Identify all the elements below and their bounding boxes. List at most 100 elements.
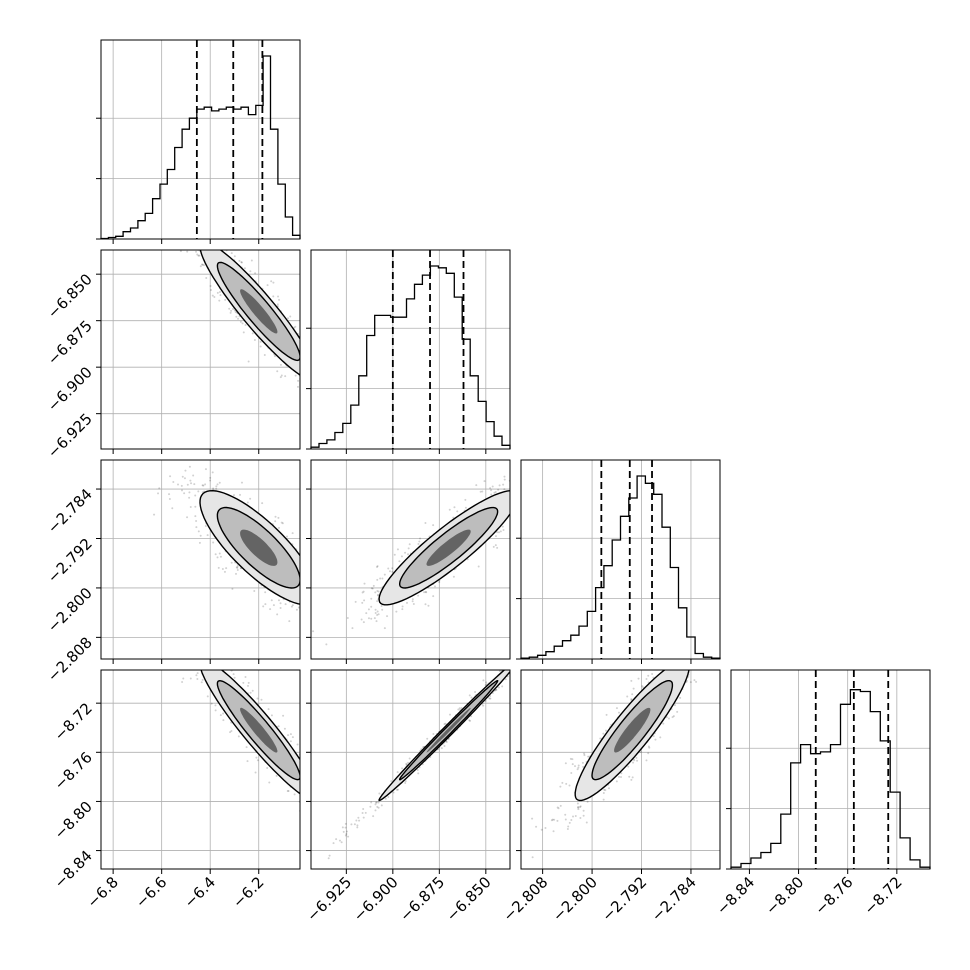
scatter-point: [324, 569, 326, 571]
y-tick-label: −8.72: [51, 699, 96, 744]
scatter-point: [275, 774, 278, 777]
scatter-point: [469, 719, 472, 722]
scatter-point: [164, 199, 166, 201]
scatter-point: [270, 599, 273, 602]
scatter-point: [658, 667, 660, 669]
scatter-point: [172, 648, 174, 650]
scatter-point: [308, 583, 310, 585]
scatter-point: [302, 369, 304, 371]
scatter-point: [262, 605, 265, 608]
scatter-point: [277, 599, 280, 602]
scatter-point: [694, 662, 696, 664]
scatter-point: [192, 474, 195, 477]
scatter-point: [635, 756, 638, 759]
scatter-point: [525, 651, 527, 653]
scatter-point: [181, 475, 184, 478]
scatter-point: [194, 515, 197, 518]
scatter-point: [407, 761, 410, 764]
scatter-point: [259, 345, 262, 348]
scatter-point: [276, 370, 279, 373]
scatter-point: [179, 250, 182, 253]
scatter-point: [230, 721, 233, 724]
scatter-point: [308, 609, 310, 611]
scatter-point: [318, 792, 320, 794]
scatter-point: [374, 803, 377, 806]
histogram-1: [310, 265, 511, 449]
scatter-point: [277, 725, 280, 728]
scatter-point: [333, 791, 335, 793]
scatter-point: [296, 385, 299, 388]
scatter-point: [312, 597, 314, 599]
scatter-point: [607, 787, 610, 790]
scatter-point: [530, 484, 532, 486]
scatter-point: [204, 524, 207, 527]
scatter-point: [515, 501, 517, 503]
scatter-point: [374, 809, 377, 812]
scatter-point: [312, 369, 314, 371]
scatter-point: [196, 678, 199, 681]
y-tick-label: −2.784: [44, 485, 96, 537]
scatter-point: [342, 830, 345, 833]
scatter-point: [494, 490, 497, 493]
scatter-point: [376, 600, 379, 603]
scatter-point: [305, 784, 307, 786]
scatter-point: [396, 771, 399, 774]
scatter-point: [329, 810, 331, 812]
scatter-point: [674, 666, 676, 668]
scatter-point: [315, 596, 317, 598]
scatter-point: [577, 805, 580, 808]
scatter-point: [309, 866, 311, 868]
scatter-point: [534, 465, 536, 467]
density-3-1: [309, 621, 558, 868]
scatter-point: [689, 656, 691, 658]
scatter-point: [230, 561, 233, 564]
scatter-point: [308, 580, 310, 582]
scatter-point: [249, 497, 252, 500]
scatter-point: [645, 759, 648, 762]
x-tick-label: −2.800: [549, 873, 601, 925]
scatter-point: [574, 765, 577, 768]
scatter-point: [361, 601, 364, 604]
contour-line-mid: [399, 680, 499, 781]
scatter-point: [212, 541, 215, 544]
y-tick-label: −2.792: [44, 535, 96, 587]
scatter-point: [376, 590, 379, 593]
scatter-point: [443, 723, 446, 726]
scatter-point: [425, 591, 428, 594]
scatter-point: [630, 778, 633, 781]
scatter-point: [303, 373, 305, 375]
scatter-point: [326, 812, 328, 814]
scatter-point: [300, 573, 302, 575]
scatter-point: [181, 681, 184, 684]
scatter-point: [568, 821, 571, 824]
scatter-point: [375, 620, 378, 623]
scatter-point: [334, 812, 336, 814]
scatter-point: [350, 823, 353, 826]
scatter-point: [444, 722, 447, 725]
scatter-point: [176, 639, 178, 641]
contour-line-mid: [591, 680, 674, 781]
scatter-point: [201, 678, 204, 681]
scatter-point: [515, 507, 517, 509]
scatter-point: [168, 229, 170, 231]
scatter-point: [456, 510, 459, 513]
scatter-point: [157, 492, 160, 495]
panel-2-2: [516, 459, 721, 664]
scatter-point: [315, 785, 317, 787]
scatter-point: [328, 854, 331, 857]
scatter-point: [233, 676, 236, 679]
scatter-point: [354, 600, 357, 603]
scatter-point: [256, 759, 259, 762]
scatter-point: [556, 621, 558, 623]
scatter-point: [519, 660, 521, 662]
scatter-point: [202, 264, 205, 267]
scatter-point: [336, 830, 338, 832]
scatter-point: [273, 355, 276, 358]
scatter-point: [206, 695, 209, 698]
scatter-point: [579, 816, 582, 819]
scatter-point: [216, 483, 219, 486]
scatter-point: [685, 647, 687, 649]
scatter-point: [518, 659, 520, 661]
scatter-point: [301, 768, 303, 770]
scatter-point: [474, 690, 477, 693]
